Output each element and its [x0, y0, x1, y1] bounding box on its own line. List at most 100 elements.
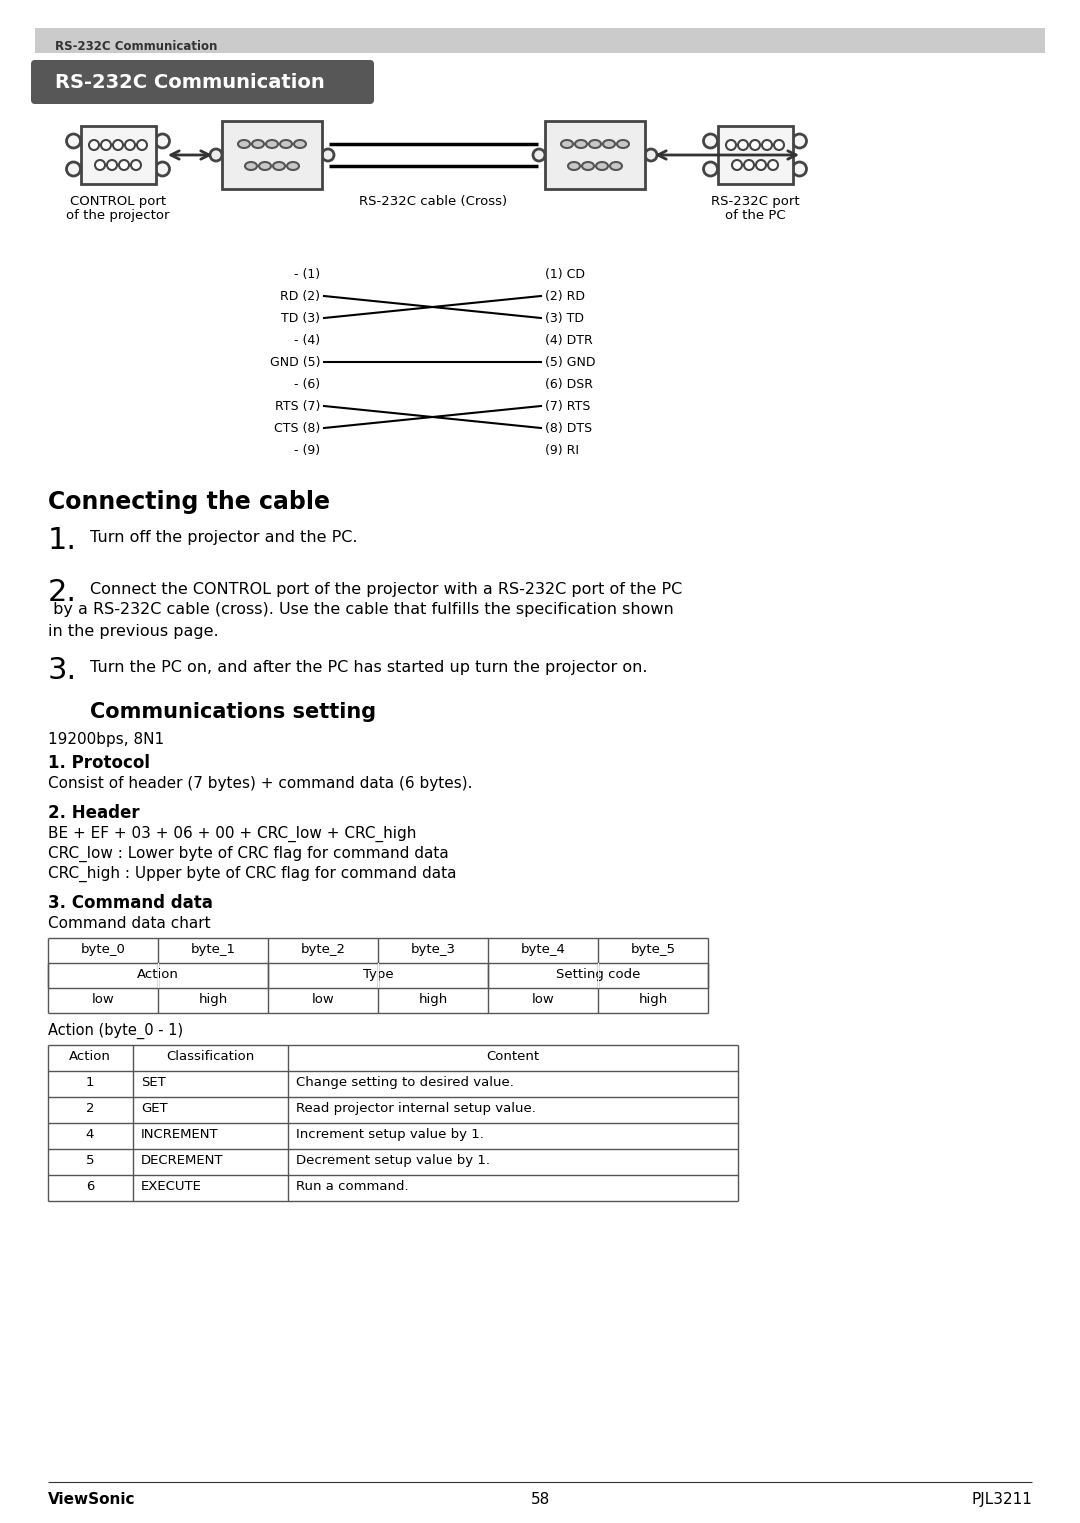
- Ellipse shape: [610, 161, 622, 171]
- Circle shape: [131, 160, 141, 171]
- Circle shape: [125, 140, 135, 149]
- Text: in the previous page.: in the previous page.: [48, 624, 218, 640]
- Ellipse shape: [266, 140, 278, 148]
- Text: (5) GND: (5) GND: [545, 355, 595, 369]
- Circle shape: [95, 160, 105, 171]
- Text: GET: GET: [141, 1103, 167, 1115]
- Text: 2: 2: [85, 1103, 94, 1115]
- Text: 3: 3: [116, 142, 120, 148]
- Bar: [81, 126, 156, 184]
- Bar: [717, 126, 793, 184]
- Ellipse shape: [582, 161, 594, 171]
- Text: Connect the CONTROL port of the projector with a RS-232C port of the PC: Connect the CONTROL port of the projecto…: [90, 582, 683, 597]
- Circle shape: [703, 161, 717, 177]
- Text: - (4): - (4): [294, 334, 320, 347]
- Text: low: low: [531, 993, 554, 1007]
- Circle shape: [768, 160, 778, 171]
- Text: 6: 6: [85, 1180, 94, 1193]
- Text: 3.: 3.: [48, 656, 77, 685]
- Text: 1: 1: [92, 142, 96, 148]
- Text: (8) DTS: (8) DTS: [545, 422, 592, 434]
- Circle shape: [156, 134, 170, 148]
- Ellipse shape: [245, 161, 257, 171]
- Text: CRC_high : Upper byte of CRC flag for command data: CRC_high : Upper byte of CRC flag for co…: [48, 867, 457, 882]
- Text: 2.: 2.: [48, 579, 77, 608]
- Text: byte_1: byte_1: [190, 943, 235, 956]
- Text: 58: 58: [530, 1493, 550, 1506]
- Text: Content: Content: [486, 1049, 540, 1063]
- Ellipse shape: [238, 140, 249, 148]
- Text: RS-232C port: RS-232C port: [711, 195, 799, 209]
- Text: byte_5: byte_5: [631, 943, 675, 956]
- Text: Consist of header (7 bytes) + command data (6 bytes).: Consist of header (7 bytes) + command da…: [48, 777, 473, 790]
- Circle shape: [744, 160, 754, 171]
- Text: Run a command.: Run a command.: [296, 1180, 408, 1193]
- Circle shape: [703, 134, 717, 148]
- Text: INCREMENT: INCREMENT: [141, 1129, 218, 1141]
- Text: 5: 5: [777, 142, 781, 148]
- Circle shape: [750, 140, 760, 149]
- Text: low: low: [92, 993, 114, 1007]
- Text: ViewSonic: ViewSonic: [48, 1493, 135, 1506]
- Text: of the projector: of the projector: [66, 209, 170, 222]
- Ellipse shape: [568, 161, 580, 171]
- Text: (9) RI: (9) RI: [545, 443, 579, 457]
- Text: by a RS-232C cable (cross). Use the cable that fulfills the specification shown: by a RS-232C cable (cross). Use the cabl…: [48, 602, 674, 617]
- Text: PJL3211: PJL3211: [971, 1493, 1032, 1506]
- Text: DECREMENT: DECREMENT: [141, 1154, 224, 1167]
- Text: 3. Command data: 3. Command data: [48, 894, 213, 912]
- Text: CONTROL port: CONTROL port: [70, 195, 166, 209]
- Circle shape: [67, 161, 81, 177]
- Text: Connecting the cable: Connecting the cable: [48, 490, 330, 513]
- Circle shape: [107, 160, 117, 171]
- Text: 5: 5: [139, 142, 145, 148]
- Text: (4) DTR: (4) DTR: [545, 334, 593, 347]
- Text: of the PC: of the PC: [725, 209, 785, 222]
- Ellipse shape: [287, 161, 299, 171]
- Text: Type: Type: [363, 969, 393, 981]
- Bar: [35, 27, 1045, 53]
- Text: SET: SET: [141, 1077, 165, 1089]
- Text: RS-232C cable (Cross): RS-232C cable (Cross): [359, 195, 508, 209]
- Bar: [545, 120, 645, 189]
- Text: Change setting to desired value.: Change setting to desired value.: [296, 1077, 514, 1089]
- Text: low: low: [312, 993, 335, 1007]
- Circle shape: [210, 149, 222, 161]
- Text: Turn off the projector and the PC.: Turn off the projector and the PC.: [90, 530, 357, 545]
- Circle shape: [793, 161, 807, 177]
- Text: 3: 3: [753, 142, 757, 148]
- Text: 8: 8: [759, 161, 764, 168]
- Ellipse shape: [280, 140, 292, 148]
- Circle shape: [89, 140, 99, 149]
- Text: 9: 9: [134, 161, 138, 168]
- Text: 6: 6: [734, 161, 739, 168]
- Text: byte_0: byte_0: [81, 943, 125, 956]
- Text: byte_3: byte_3: [410, 943, 456, 956]
- Text: Turn the PC on, and after the PC has started up turn the projector on.: Turn the PC on, and after the PC has sta…: [90, 659, 648, 675]
- Text: Action: Action: [69, 1049, 111, 1063]
- Ellipse shape: [575, 140, 588, 148]
- Text: 4: 4: [127, 142, 132, 148]
- Text: high: high: [418, 993, 447, 1007]
- Circle shape: [534, 149, 545, 161]
- Text: (1) CD: (1) CD: [545, 268, 585, 280]
- Circle shape: [137, 140, 147, 149]
- Text: byte_2: byte_2: [300, 943, 346, 956]
- Text: (7) RTS: (7) RTS: [545, 399, 591, 413]
- Circle shape: [793, 134, 807, 148]
- Text: high: high: [199, 993, 228, 1007]
- Text: 1: 1: [729, 142, 733, 148]
- Ellipse shape: [617, 140, 629, 148]
- Text: TD (3): TD (3): [281, 312, 320, 324]
- Text: byte_4: byte_4: [521, 943, 566, 956]
- Ellipse shape: [252, 140, 264, 148]
- Ellipse shape: [561, 140, 573, 148]
- Text: - (6): - (6): [294, 378, 320, 390]
- Text: Command data chart: Command data chart: [48, 915, 211, 931]
- Ellipse shape: [273, 161, 285, 171]
- Text: 6: 6: [98, 161, 103, 168]
- Circle shape: [762, 140, 772, 149]
- Ellipse shape: [589, 140, 600, 148]
- Circle shape: [67, 134, 81, 148]
- Text: CRC_low : Lower byte of CRC flag for command data: CRC_low : Lower byte of CRC flag for com…: [48, 845, 449, 862]
